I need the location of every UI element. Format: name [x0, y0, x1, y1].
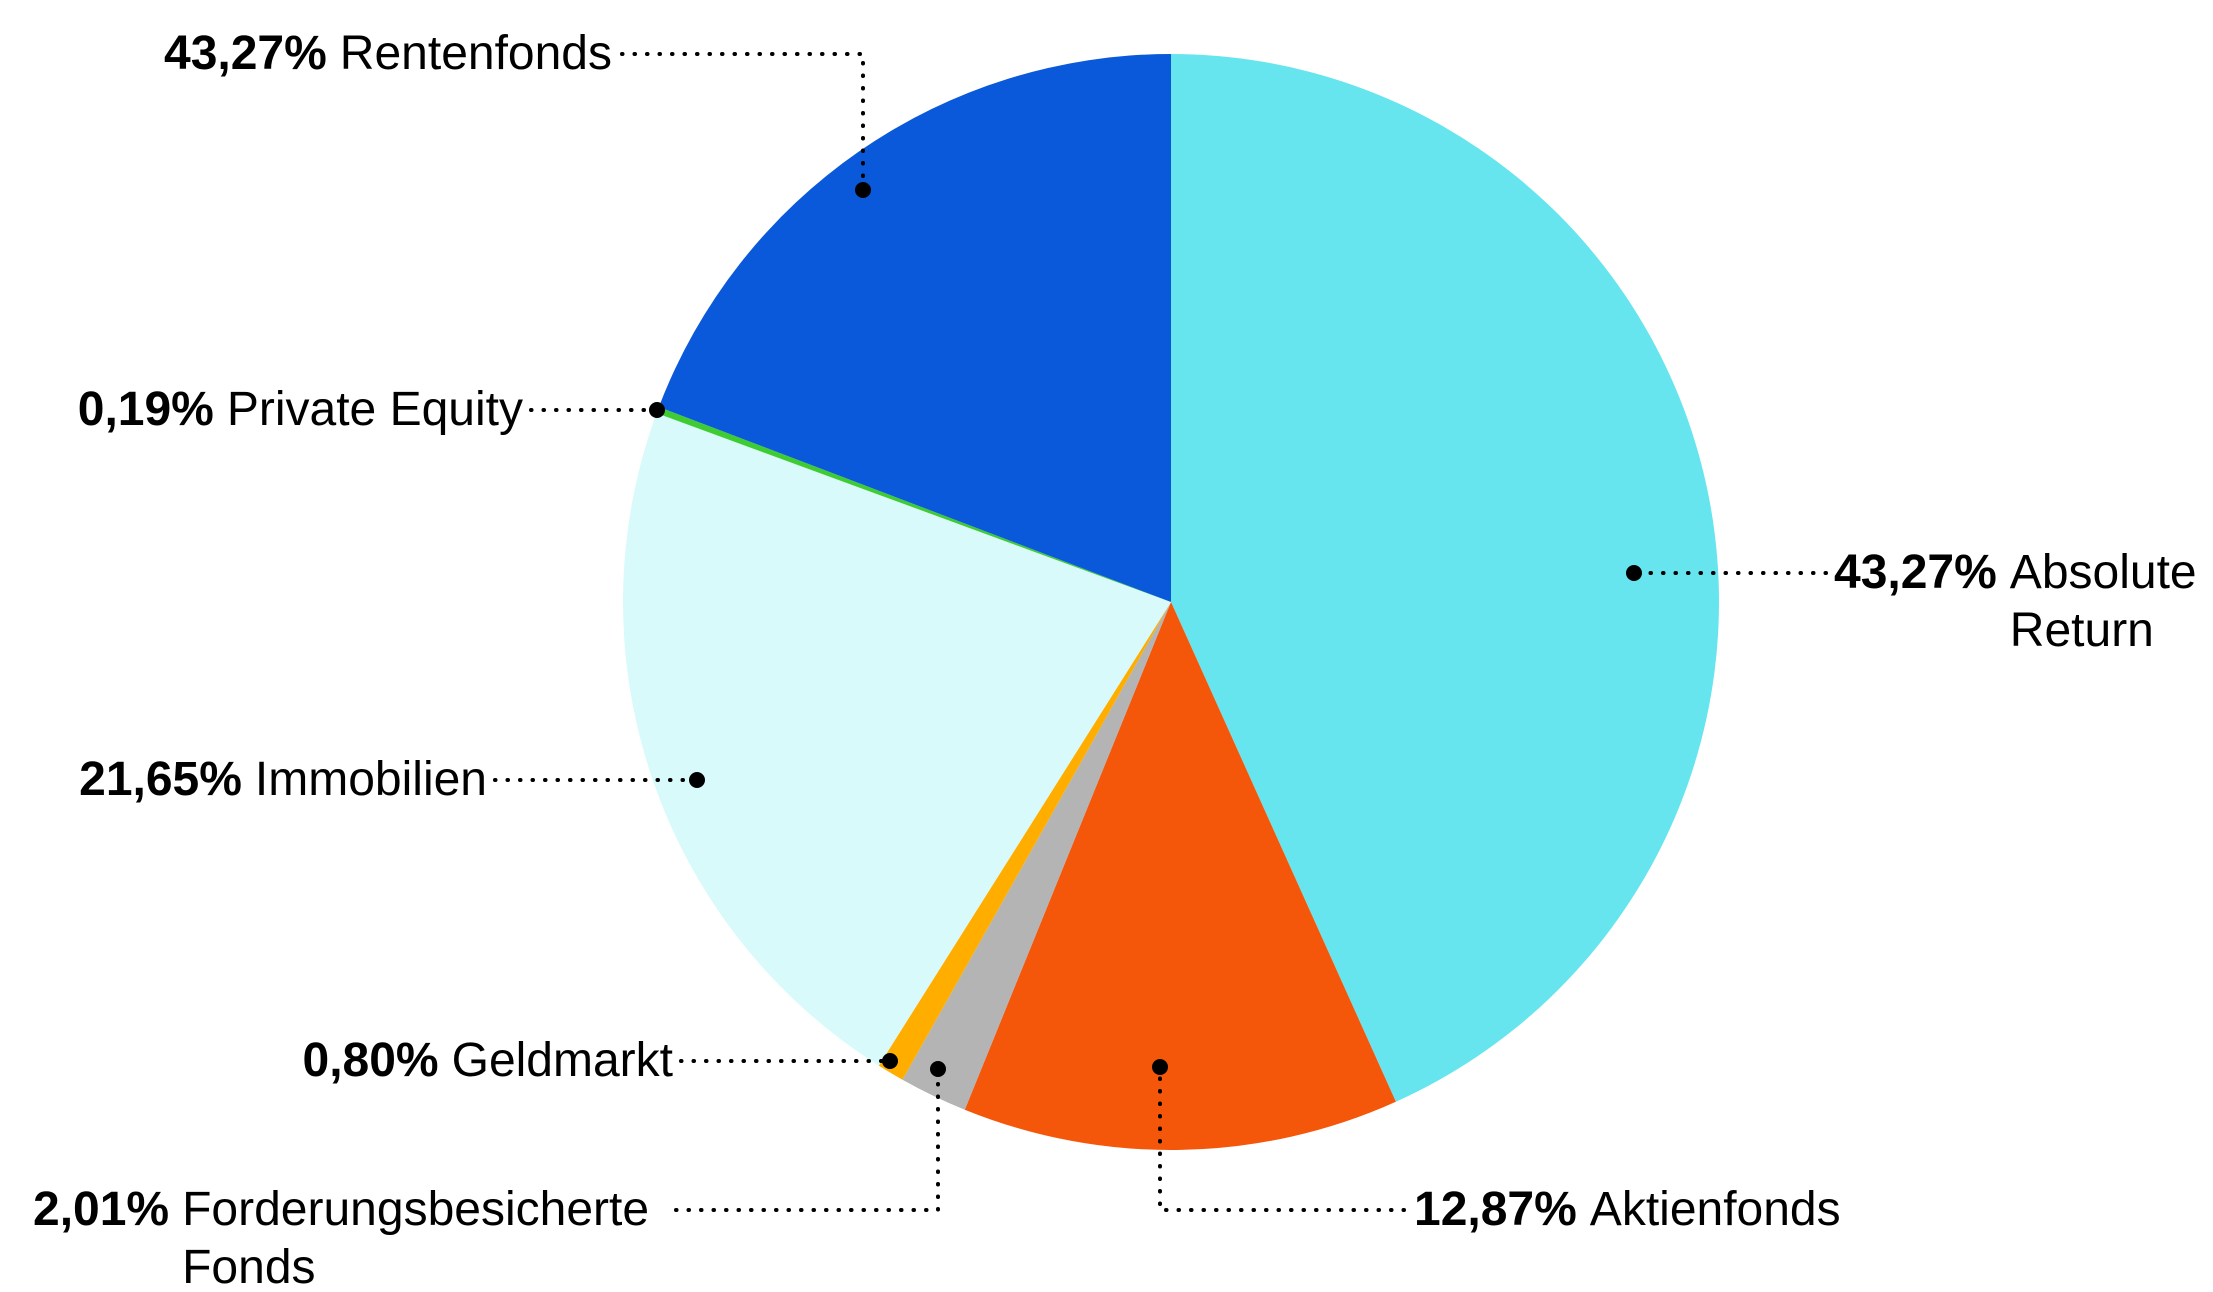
pie-slice-forderungsbesicherte-fonds — [902, 602, 1171, 1110]
geldmarkt-percent: 0,80% — [302, 1034, 439, 1087]
rentenfonds-name: Rentenfonds — [339, 27, 612, 80]
leader-line-aktienfonds — [1158, 1065, 1406, 1212]
aktienfonds-percent: 12,87% — [1414, 1183, 1577, 1236]
label-forderungsbesicherte-fonds: 2,01% Forderungsbesicherte Fonds — [33, 1181, 672, 1292]
immobilien-percent: 21,65% — [79, 753, 242, 806]
label-private-equity: 0,19% Private Equity — [78, 381, 523, 439]
label-geldmarkt: 0,80% Geldmarkt — [303, 1032, 674, 1090]
rentenfonds-percent: 43,27% — [164, 27, 327, 80]
private-equity-name: Private Equity — [226, 383, 523, 436]
forderungsbesicherte-fonds-name: Forderungsbesicherte Fonds — [182, 1183, 650, 1292]
label-aktienfonds: 12,87% Aktienfonds — [1414, 1181, 1841, 1239]
pie-slice-geldmarkt — [878, 602, 1171, 1080]
leader-dot-geldmarkt — [882, 1053, 898, 1069]
leader-dot-immobilien — [689, 772, 705, 788]
private-equity-percent: 0,19% — [77, 383, 214, 436]
leader-dot-private-equity — [649, 402, 665, 418]
forderungsbesicherte-fonds-percent: 2,01% — [33, 1183, 170, 1236]
immobilien-name: Immobilien — [254, 753, 487, 806]
label-immobilien: 21,65% Immobilien — [79, 751, 487, 809]
label-rentenfonds: 43,27% Rentenfonds — [164, 25, 612, 83]
leader-dot-aktienfonds — [1152, 1059, 1168, 1075]
pie-slice-aktienfonds — [964, 602, 1396, 1150]
leader-dot-absolute-return — [1626, 565, 1642, 581]
label-absolute-return: 43,27% Absolute Return — [1834, 544, 2213, 659]
pie-slice-immobilien — [623, 413, 1171, 1066]
geldmarkt-name: Geldmarkt — [451, 1034, 673, 1087]
leader-dot-rentenfonds — [855, 182, 871, 198]
pie-slice-absolute-return — [1171, 54, 1719, 1102]
pie-slice-private-equity — [656, 407, 1171, 602]
pie-slice-rentenfonds — [658, 54, 1171, 602]
absolute-return-percent: 43,27% — [1834, 546, 1997, 599]
leader-line-rentenfonds — [620, 52, 865, 192]
leader-line-forderungsbesicherte-fonds — [674, 1067, 940, 1212]
aktienfonds-name: Aktienfonds — [1589, 1183, 1841, 1236]
absolute-return-name: Absolute Return — [2009, 546, 2197, 657]
leader-dot-forderungsbesicherte-fonds — [930, 1061, 946, 1077]
